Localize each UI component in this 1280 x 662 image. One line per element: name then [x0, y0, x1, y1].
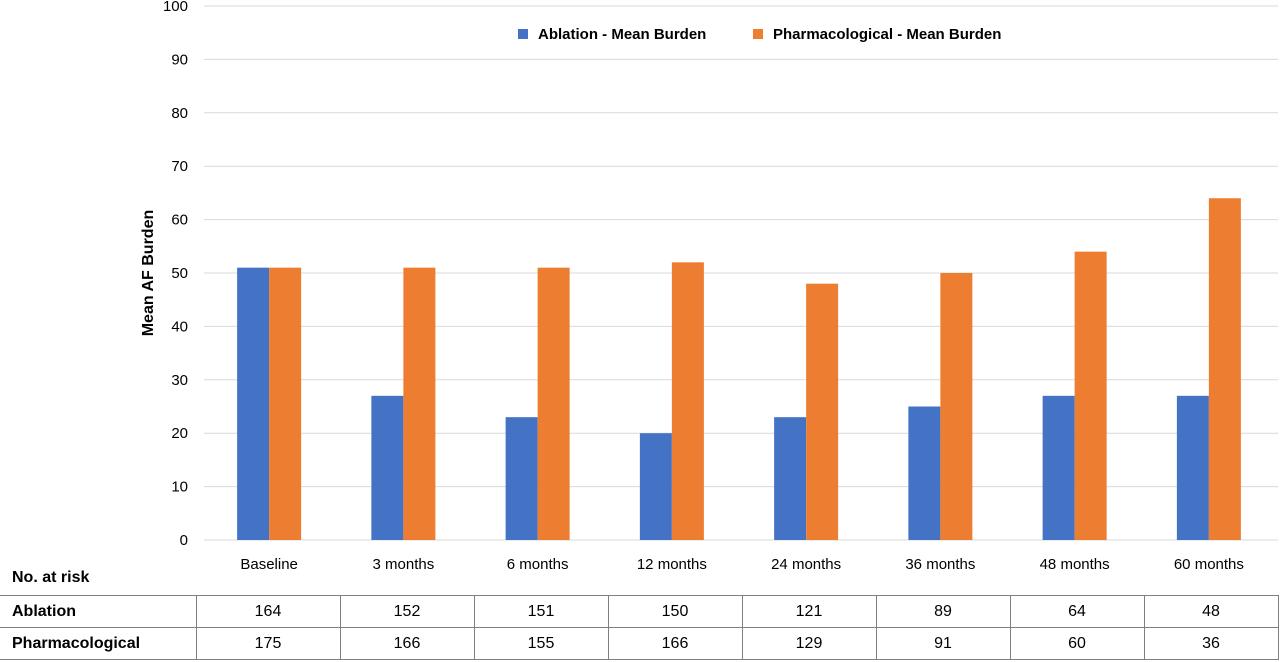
bar-ablation [371, 395, 404, 540]
y-tick-label: 0 [180, 532, 188, 549]
risk-cell: 129 [741, 627, 877, 660]
bar-pharmacological [671, 262, 704, 540]
risk-cell: 48 [1143, 595, 1279, 628]
y-axis-label: Mean AF Burden [140, 210, 157, 337]
bar-pharmacological [269, 267, 302, 540]
bar-ablation [237, 267, 270, 540]
legend-swatch-ablation [518, 29, 528, 39]
bar-ablation [639, 433, 672, 540]
risk-cell: 164 [195, 595, 341, 628]
risk-cell: 151 [473, 595, 609, 628]
risk-cell: 89 [875, 595, 1011, 628]
bar-pharmacological [537, 267, 570, 540]
bar-ablation [908, 406, 941, 540]
risk-cell: 152 [339, 595, 475, 628]
risk-row-ablation: Ablation 164 152 151 150 121 89 64 48 [0, 595, 1279, 628]
risk-cell: 166 [607, 627, 743, 660]
y-tick-label: 80 [171, 105, 188, 122]
y-tick-label: 60 [171, 212, 188, 229]
x-tick-label: 60 months [1174, 556, 1244, 573]
bar-pharmacological [806, 283, 839, 540]
bar-ablation [505, 417, 538, 540]
bars [237, 198, 1241, 541]
y-tick-label: 70 [171, 158, 188, 175]
bar-pharmacological [1074, 251, 1107, 540]
risk-cell: 155 [473, 627, 609, 660]
bar-ablation [1042, 395, 1075, 540]
x-tick-label: 3 months [373, 556, 435, 573]
risk-row-pharmacological: Pharmacological 175 166 155 166 129 91 6… [0, 627, 1279, 660]
risk-cell: 64 [1009, 595, 1145, 628]
bar-ablation [1176, 395, 1209, 540]
x-tick-label: Baseline [240, 556, 298, 573]
y-tick-label: 20 [171, 425, 188, 442]
legend: Ablation - Mean Burden Pharmacological -… [518, 26, 1001, 43]
risk-cell: 91 [875, 627, 1011, 660]
y-tick-label: 90 [171, 51, 188, 68]
x-tick-label: 48 months [1040, 556, 1110, 573]
y-axis-ticks: 0 10 20 30 40 50 60 70 80 90 100 [163, 0, 188, 549]
bar-pharmacological [940, 273, 973, 540]
risk-cell: 36 [1143, 627, 1279, 660]
risk-row-label: Pharmacological [0, 627, 197, 660]
risk-cell: 60 [1009, 627, 1145, 660]
gridlines [204, 5, 1278, 488]
y-tick-label: 30 [171, 372, 188, 389]
y-tick-label: 50 [171, 265, 188, 282]
y-tick-label: 40 [171, 318, 188, 335]
y-tick-label: 10 [171, 479, 188, 496]
legend-label-pharmacological: Pharmacological - Mean Burden [773, 26, 1001, 43]
risk-cell: 150 [607, 595, 743, 628]
risk-cell: 175 [195, 627, 341, 660]
risk-table-title: No. at risk [12, 569, 90, 586]
legend-swatch-pharmacological [753, 29, 763, 39]
x-tick-label: 12 months [637, 556, 707, 573]
risk-row-label: Ablation [0, 595, 197, 628]
x-tick-label: 36 months [905, 556, 975, 573]
bar-pharmacological [403, 267, 436, 540]
bar-chart: 0 10 20 30 40 50 60 70 80 90 100 Baseline 3 months 6… [140, 0, 1278, 573]
x-tick-label: 24 months [771, 556, 841, 573]
x-axis-ticks: Baseline 3 months 6 months 12 months 24 mont… [240, 556, 1244, 573]
risk-cell: 121 [741, 595, 877, 628]
risk-cell: 166 [339, 627, 475, 660]
legend-label-ablation: Ablation - Mean Burden [538, 26, 706, 43]
risk-table: Ablation 164 152 151 150 121 89 64 48 Ph… [0, 595, 1279, 660]
x-tick-label: 6 months [507, 556, 569, 573]
bar-ablation [774, 417, 807, 540]
y-tick-label: 100 [163, 0, 188, 15]
bar-pharmacological [1208, 198, 1241, 541]
